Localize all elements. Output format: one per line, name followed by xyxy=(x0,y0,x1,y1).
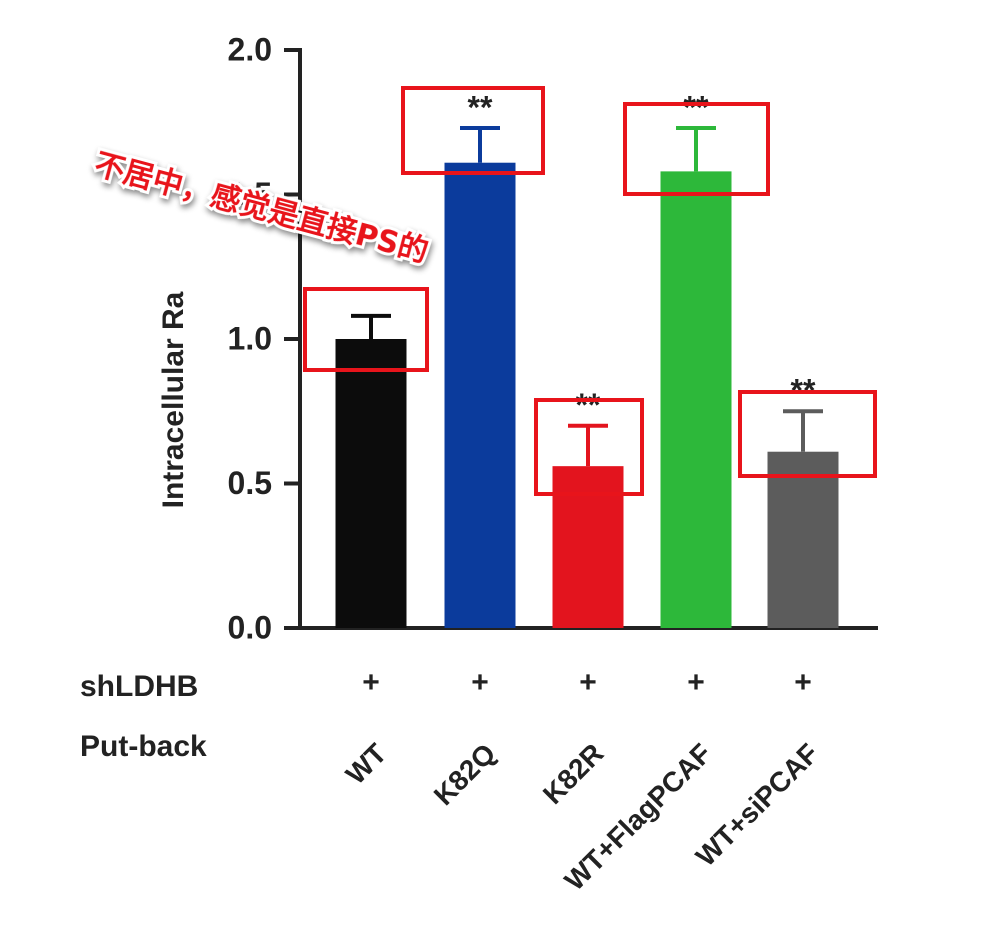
bar xyxy=(767,451,839,628)
y-tick-label: 1.0 xyxy=(228,320,272,356)
bar xyxy=(335,339,407,628)
highlight-box xyxy=(623,102,770,196)
y-tick-label: 0.0 xyxy=(228,609,272,645)
highlight-box xyxy=(401,86,545,175)
highlight-boxes xyxy=(303,86,877,496)
y-tick-label: 2.0 xyxy=(228,31,272,67)
row-label: Put-back xyxy=(80,730,207,763)
y-tick-label: 0.5 xyxy=(228,465,272,501)
row-label: shLDHB xyxy=(80,670,198,703)
highlight-box xyxy=(534,398,644,496)
highlight-box xyxy=(738,390,877,478)
plus-mark: + xyxy=(794,666,812,699)
error-bar xyxy=(351,313,391,339)
x-tick-label: WT xyxy=(340,738,393,791)
bar xyxy=(552,466,624,628)
bar xyxy=(444,162,516,628)
significance: ** xyxy=(576,387,601,423)
error-bar xyxy=(568,423,608,467)
plus-mark: + xyxy=(579,666,597,699)
y-tick-label: 1.5 xyxy=(228,176,272,212)
plus-mark: + xyxy=(687,666,705,699)
annotation: 不居中，感觉是直接PS的 xyxy=(91,147,432,270)
bar xyxy=(660,171,732,628)
error-bar xyxy=(460,126,500,163)
significance: ** xyxy=(468,89,493,125)
error-bar xyxy=(783,409,823,452)
plus-mark: + xyxy=(471,666,489,699)
error-bar xyxy=(676,126,716,172)
y-axis-label: Intracellular Ra xyxy=(157,291,190,508)
x-tick-label: K82Q xyxy=(428,738,502,812)
significance: ** xyxy=(684,89,709,125)
plus-mark: + xyxy=(362,666,380,699)
highlight-box xyxy=(303,287,429,372)
x-tick-label: K82R xyxy=(537,738,610,811)
